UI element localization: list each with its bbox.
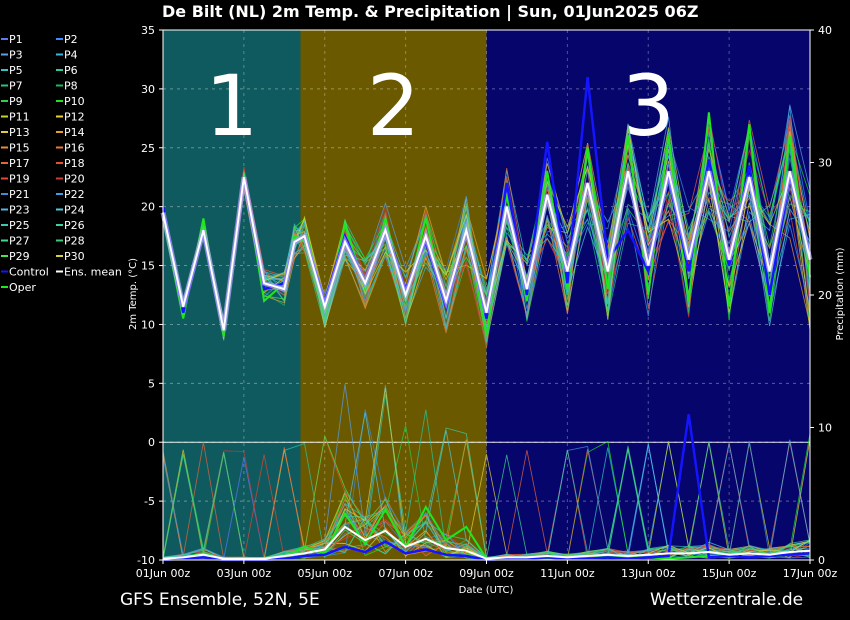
- legend-label-P7: P7: [9, 80, 23, 93]
- x-tick-label: 01Jun 00z: [136, 567, 191, 580]
- chart-title: De Bilt (NL) 2m Temp. & Precipitation | …: [162, 2, 698, 22]
- legend-label-P30: P30: [64, 250, 85, 263]
- legend-label-P1: P1: [9, 33, 23, 46]
- mean-temp-line: [162, 171, 811, 331]
- y2-axis-label: Precipitation (mm): [835, 247, 846, 340]
- x-tick-label: 09Jun 00z: [459, 567, 514, 580]
- x-tick-label: 07Jun 00z: [378, 567, 433, 580]
- footer-source: Wetterzentrale.de: [650, 590, 803, 610]
- y-tick-label: 20: [141, 201, 155, 214]
- legend-label-P10: P10: [64, 95, 85, 108]
- legend-label-P13: P13: [9, 126, 30, 139]
- y-tick-label: 30: [141, 83, 155, 96]
- y-axis-label: 2m Temp. (°C): [128, 258, 139, 330]
- y2-tick-label: 20: [818, 289, 832, 302]
- legend-label-P21: P21: [9, 188, 30, 201]
- legend-label-P12: P12: [64, 111, 85, 124]
- legend-label-P16: P16: [64, 142, 85, 155]
- legend-label-P2: P2: [64, 33, 78, 46]
- axes: 35 30 25 20 15 10 5 0 -5 -10 40 30 20 10 0 01Jun 00z 03J…: [136, 24, 838, 580]
- legend-label-Ens. mean: Ens. mean: [64, 266, 122, 279]
- legend-label-P22: P22: [64, 188, 85, 201]
- legend-label-P11: P11: [9, 111, 30, 124]
- legend-label-P26: P26: [64, 219, 85, 232]
- legend-label-P19: P19: [9, 173, 30, 186]
- legend-label-P27: P27: [9, 235, 30, 248]
- x-tick-label: 13Jun 00z: [621, 567, 676, 580]
- y-tick-label: 15: [141, 260, 155, 273]
- x-axis-label: Date (UTC): [459, 585, 514, 596]
- y2-tick-label: 0: [818, 554, 825, 567]
- legend-label-P4: P4: [64, 49, 78, 62]
- y-tick-label: 25: [141, 142, 155, 155]
- legend-label-P24: P24: [64, 204, 85, 217]
- x-tick-label: 11Jun 00z: [540, 567, 595, 580]
- legend-label-P5: P5: [9, 64, 23, 77]
- y-tick-label: 0: [148, 436, 155, 449]
- footer-model: GFS Ensemble, 52N, 5E: [120, 590, 320, 610]
- legend-label-P25: P25: [9, 219, 30, 232]
- legend-label-Control: Control: [9, 266, 49, 279]
- zone-1-label: 1: [205, 57, 258, 155]
- y-tick-label: 10: [141, 318, 155, 331]
- legend-label-P14: P14: [64, 126, 85, 139]
- mean-precip-line: [162, 525, 811, 560]
- legend-label-Oper: Oper: [9, 281, 36, 294]
- y-tick-label: -5: [144, 495, 155, 508]
- legend-label-P20: P20: [64, 173, 85, 186]
- y-tick-label: 5: [148, 377, 155, 390]
- legend-label-P23: P23: [9, 204, 30, 217]
- legend-label-P8: P8: [64, 80, 78, 93]
- legend-label-P28: P28: [64, 235, 85, 248]
- x-tick-label: 17Jun 00z: [783, 567, 838, 580]
- y-tick-label: -10: [137, 554, 155, 567]
- legend-label-P29: P29: [9, 250, 30, 263]
- y2-tick-label: 30: [818, 157, 832, 170]
- y2-tick-label: 40: [818, 24, 832, 37]
- legend-label-P17: P17: [9, 157, 30, 170]
- y2-tick-label: 10: [818, 422, 832, 435]
- legend-label-P18: P18: [64, 157, 85, 170]
- legend-label-P6: P6: [64, 64, 78, 77]
- x-tick-label: 15Jun 00z: [702, 567, 757, 580]
- x-tick-label: 05Jun 00z: [298, 567, 353, 580]
- legend-label-P15: P15: [9, 142, 30, 155]
- legend-label-P3: P3: [9, 49, 23, 62]
- y-tick-label: 35: [141, 24, 155, 37]
- x-tick-label: 03Jun 00z: [217, 567, 272, 580]
- legend-label-P9: P9: [9, 95, 23, 108]
- zone-2-label: 2: [367, 57, 420, 155]
- legend: P1 P2 P3 P4 P5 P6 P7 P8 P9 P10 P11 P12 P13 P14 P15 P16 P…: [1, 33, 122, 294]
